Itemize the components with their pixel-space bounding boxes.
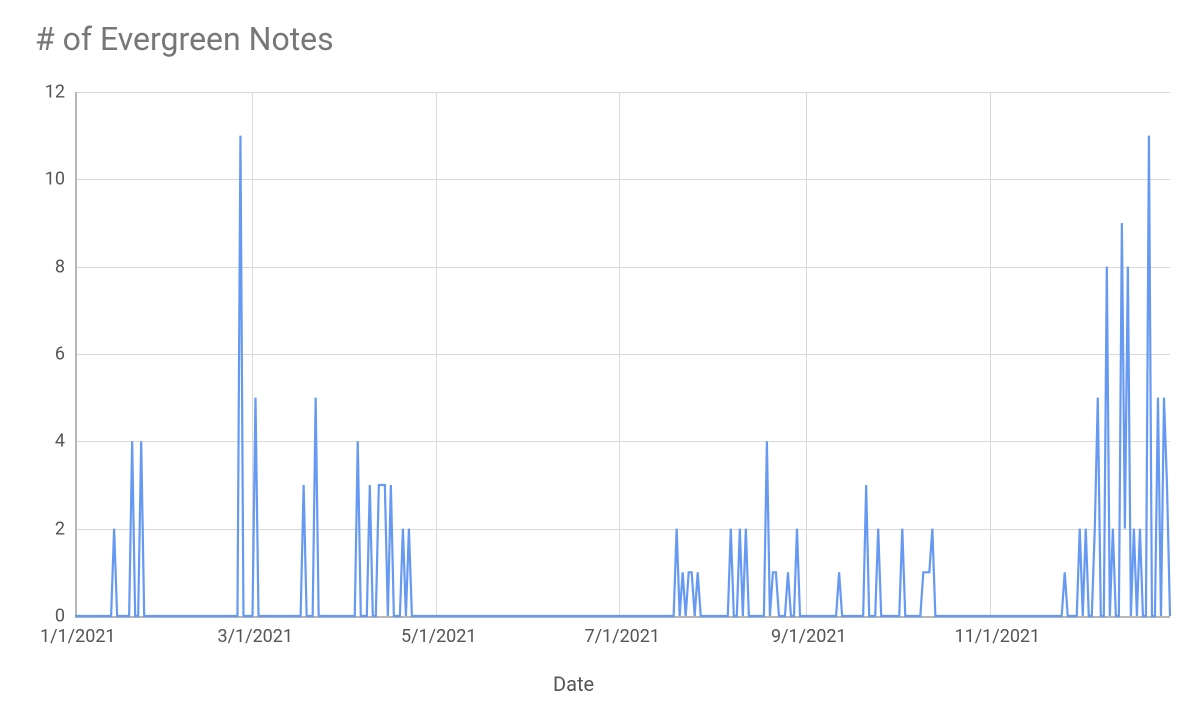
chart-title: # of Evergreen Notes xyxy=(35,20,334,58)
y-tick-label: 10 xyxy=(45,169,65,190)
y-tick-label: 8 xyxy=(55,256,65,277)
y-tick-label: 6 xyxy=(55,344,65,365)
line-series xyxy=(75,92,1170,616)
y-tick-label: 0 xyxy=(55,606,65,627)
x-tick-label: 7/1/2021 xyxy=(584,626,660,647)
x-tick-label: 5/1/2021 xyxy=(401,626,477,647)
y-tick-label: 4 xyxy=(55,431,65,452)
x-tick-label: 1/1/2021 xyxy=(40,626,116,647)
x-tick-label: 11/1/2021 xyxy=(955,626,1041,647)
y-tick-label: 2 xyxy=(55,518,65,539)
y-tick-label: 12 xyxy=(45,82,65,103)
x-tick-label: 9/1/2021 xyxy=(771,626,847,647)
chart-container: # of Evergreen Notes Date 0 2 4 6 8 10 12 1/1/2… xyxy=(0,0,1182,718)
plot-area xyxy=(75,92,1170,616)
x-tick-label: 3/1/2021 xyxy=(217,626,293,647)
x-axis-label: Date xyxy=(553,672,594,696)
